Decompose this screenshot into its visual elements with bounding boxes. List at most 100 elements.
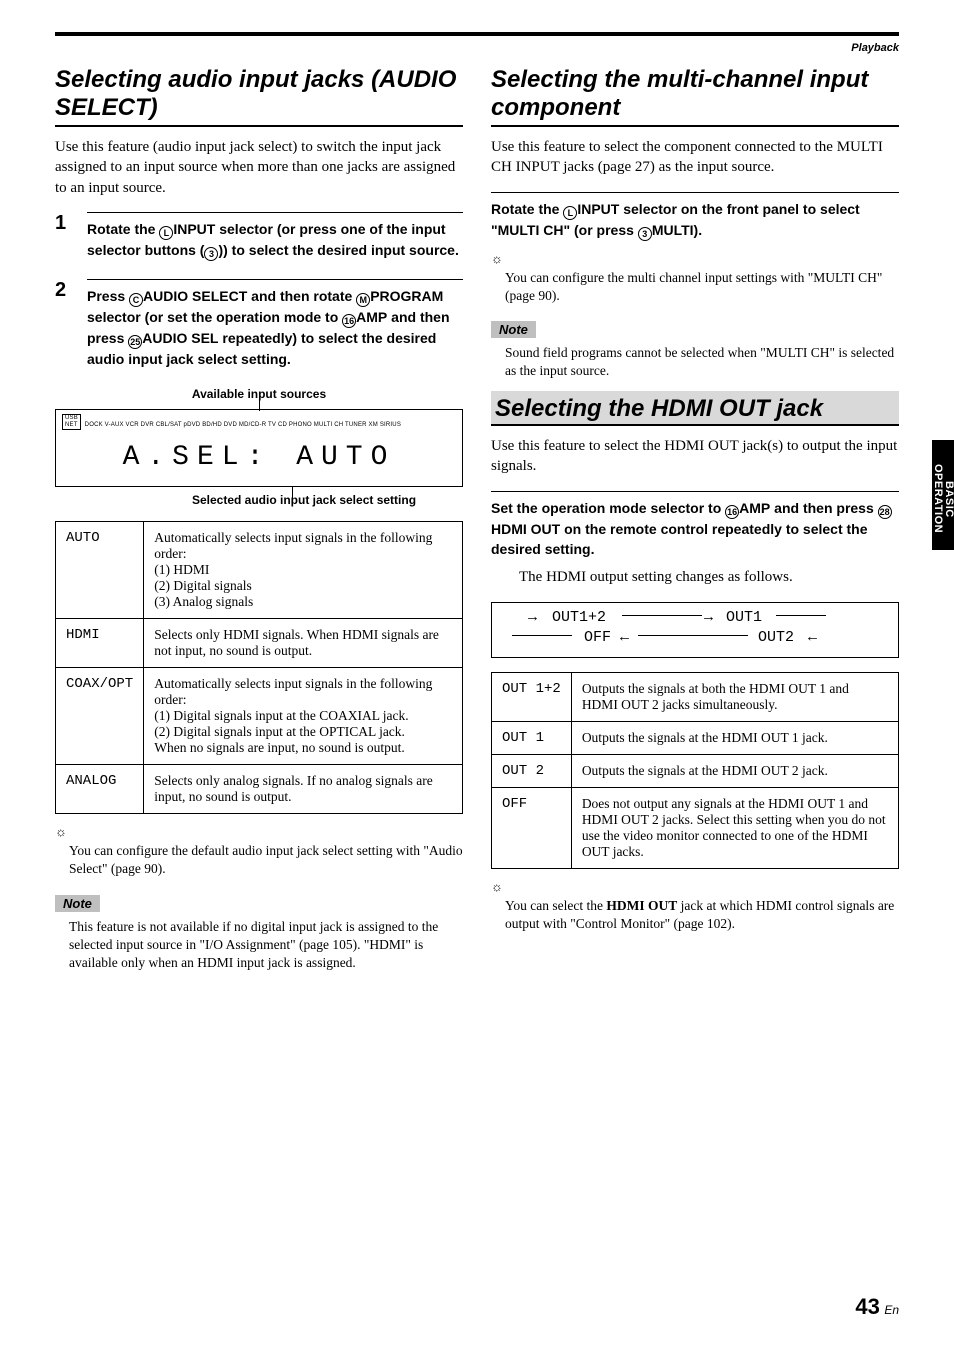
table-row: OUT 1+2Outputs the signals at both the H… — [492, 672, 899, 721]
right-instr-2-sub: The HDMI output setting changes as follo… — [519, 567, 899, 587]
side-tab-line2: OPERATION — [932, 464, 944, 533]
circle-c-icon: C — [129, 293, 143, 307]
step-2-text: Press CAUDIO SELECT and then rotate MPRO… — [87, 279, 463, 369]
table-row: ANALOGSelects only analog signals. If no… — [56, 765, 463, 814]
s1-pre: Rotate the — [87, 221, 159, 237]
table-row: AUTOAutomatically selects input signals … — [56, 522, 463, 619]
circle-3b-icon: 3 — [638, 227, 652, 241]
side-tab-line1: BASIC — [943, 481, 954, 518]
flow-diagram: → OUT1+2 → OUT1 OFF ← OUT2 ← — [491, 602, 899, 658]
ri2-key1: AMP — [739, 500, 770, 516]
table-row: OUT 1Outputs the signals at the HDMI OUT… — [492, 721, 899, 754]
columns: Selecting audio input jacks (AUDIO SELEC… — [55, 66, 899, 982]
cell-val: Selects only analog signals. If no analo… — [144, 765, 463, 814]
note-label: Note — [491, 321, 536, 338]
circle-3-icon: 3 — [204, 247, 218, 261]
top-rule — [55, 32, 899, 36]
bulb-icon: ☼ — [491, 251, 899, 267]
flow-b: OUT1 — [726, 609, 762, 626]
side-tab: BASIC OPERATION — [932, 440, 954, 550]
right-title-1: Selecting the multi-channel input compon… — [491, 66, 899, 127]
line-icon — [776, 615, 826, 616]
cell-val: Automatically selects input signals in t… — [144, 668, 463, 765]
line-icon — [638, 635, 748, 636]
cell-val: Outputs the signals at the HDMI OUT 2 ja… — [571, 754, 898, 787]
screen-caption-bottom: Selected audio input jack select setting — [145, 493, 463, 507]
table-row: OUT 2Outputs the signals at the HDMI OUT… — [492, 754, 899, 787]
circle-25-icon: 25 — [128, 335, 142, 349]
left-title: Selecting audio input jacks (AUDIO SELEC… — [55, 66, 463, 127]
circle-28-icon: 28 — [878, 505, 892, 519]
step-1-num: 1 — [55, 212, 73, 261]
arrow-icon: ← — [620, 629, 629, 646]
table-row: COAX/OPTAutomatically selects input sign… — [56, 668, 463, 765]
s2-key3: AMP — [356, 309, 387, 325]
cell-key: HDMI — [56, 619, 144, 668]
circle-16b-icon: 16 — [725, 505, 739, 519]
ri1-key2: MULTI — [652, 222, 694, 238]
flow-c: OUT2 — [758, 629, 794, 646]
lcd-segment-text: A.SEL: AUTO — [56, 442, 462, 473]
s2-pre: Press — [87, 288, 129, 304]
page-number-suffix: En — [884, 1303, 899, 1317]
right-title-2-box: Selecting the HDMI OUT jack — [491, 391, 899, 427]
bulb-icon: ☼ — [491, 879, 899, 895]
arrow-icon: → — [528, 609, 537, 626]
circle-16-icon: 16 — [342, 314, 356, 328]
usb-net-icon: USB NET — [62, 414, 81, 430]
ri2-key2: HDMI OUT — [491, 521, 560, 537]
table-row: OFFDoes not output any signals at the HD… — [492, 787, 899, 868]
s1-key1: INPUT — [173, 221, 215, 237]
right-column: Selecting the multi-channel input compon… — [491, 66, 899, 982]
line-icon — [512, 635, 572, 636]
step-2-num: 2 — [55, 279, 73, 369]
left-intro: Use this feature (audio input jack selec… — [55, 137, 463, 198]
cell-val: Does not output any signals at the HDMI … — [571, 787, 898, 868]
cell-key: COAX/OPT — [56, 668, 144, 765]
table-row: HDMISelects only HDMI signals. When HDMI… — [56, 619, 463, 668]
cell-val: Outputs the signals at both the HDMI OUT… — [571, 672, 898, 721]
note-label: Note — [55, 895, 100, 912]
s1-post: )) to select the desired input source. — [218, 242, 458, 258]
section-label: Playback — [55, 42, 899, 54]
left-tip: You can configure the default audio inpu… — [69, 842, 463, 878]
tick-bottom-icon — [292, 487, 293, 499]
step-2: 2 Press CAUDIO SELECT and then rotate MP… — [55, 279, 463, 369]
flow-a: OUT1+2 — [552, 609, 606, 626]
cell-key: ANALOG — [56, 765, 144, 814]
page-number-value: 43 — [855, 1294, 879, 1319]
cell-key: OUT 1 — [492, 721, 572, 754]
right-tip-1: You can configure the multi channel inpu… — [505, 269, 899, 305]
right-note-1: Sound field programs cannot be selected … — [505, 344, 899, 380]
flow-d: OFF — [584, 629, 611, 646]
left-note: This feature is not available if no digi… — [69, 918, 463, 973]
s2-mid1: and then rotate — [247, 288, 356, 304]
circle-l-icon: L — [159, 226, 173, 240]
circle-l2-icon: L — [563, 206, 577, 220]
right-instr-2: Set the operation mode selector to 16AMP… — [491, 491, 899, 560]
s2-key2: PROGRAM — [370, 288, 443, 304]
arrow-icon: → — [704, 609, 713, 626]
cell-key: OFF — [492, 787, 572, 868]
lcd-screen: USB NET DOCK V-AUX VCR DVR CBL/SAT pDVD … — [55, 409, 463, 487]
tip2-bold: HDMI OUT — [606, 898, 677, 913]
right-intro-1: Use this feature to select the component… — [491, 137, 899, 178]
cell-val: Selects only HDMI signals. When HDMI sig… — [144, 619, 463, 668]
ri1-pre: Rotate the — [491, 201, 563, 217]
step-1-text: Rotate the LINPUT selector (or press one… — [87, 212, 463, 261]
page-number: 43 En — [855, 1294, 899, 1320]
ri1-post: ). — [694, 222, 703, 238]
cell-key: OUT 1+2 — [492, 672, 572, 721]
lcd-sources: DOCK V-AUX VCR DVR CBL/SAT pDVD BD/HD DV… — [85, 422, 401, 428]
cell-val: Outputs the signals at the HDMI OUT 1 ja… — [571, 721, 898, 754]
ri2-pre: Set the operation mode selector to — [491, 500, 725, 516]
right-intro-2: Use this feature to select the HDMI OUT … — [491, 436, 899, 477]
right-title-2: Selecting the HDMI OUT jack — [495, 395, 889, 423]
ri2-mid: and then press — [770, 500, 877, 516]
cell-key: AUTO — [56, 522, 144, 619]
left-column: Selecting audio input jacks (AUDIO SELEC… — [55, 66, 463, 982]
s2-key4: AUDIO SEL — [142, 330, 218, 346]
left-table: AUTOAutomatically selects input signals … — [55, 521, 463, 814]
lcd-source-row: USB NET DOCK V-AUX VCR DVR CBL/SAT pDVD … — [62, 414, 456, 430]
right-table: OUT 1+2Outputs the signals at both the H… — [491, 672, 899, 869]
